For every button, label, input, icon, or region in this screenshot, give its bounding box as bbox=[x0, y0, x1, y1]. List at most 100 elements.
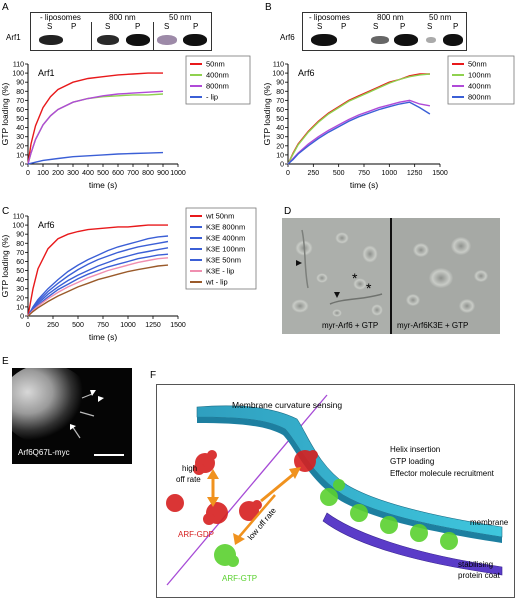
schematic-note: Helix insertion bbox=[390, 445, 441, 454]
panel-letter-b: B bbox=[265, 2, 272, 13]
blot-sub: P bbox=[135, 22, 141, 31]
schematic-drawing bbox=[166, 394, 503, 586]
panel-letter-a: A bbox=[2, 2, 9, 13]
legend-label: 400nm bbox=[206, 71, 229, 80]
schematic-note: Effector molecule recruitment bbox=[390, 469, 494, 478]
micrograph-texture bbox=[391, 218, 500, 334]
chart-title: Arf1 bbox=[38, 68, 55, 78]
blot-band bbox=[157, 35, 177, 45]
blot-band bbox=[126, 34, 150, 46]
blot-band bbox=[39, 35, 63, 45]
x-tick-label: 500 bbox=[72, 322, 84, 329]
y-tick-label: 40 bbox=[276, 125, 284, 132]
blot-band bbox=[311, 34, 337, 46]
legend-label: K3E 100nm bbox=[206, 245, 245, 254]
series-line bbox=[27, 247, 169, 317]
x-axis-title: time (s) bbox=[350, 180, 379, 190]
y-tick-label: 110 bbox=[13, 62, 24, 69]
y-tick-label: 100 bbox=[272, 71, 284, 78]
legend-label: 100nm bbox=[468, 71, 491, 80]
blot-protein-label: Arf6 bbox=[280, 33, 295, 42]
chart-title: Arf6 bbox=[298, 68, 315, 78]
coat-label: protein coat bbox=[458, 571, 500, 580]
legend-label: K3E 400nm bbox=[206, 234, 245, 243]
x-axis-title: time (s) bbox=[89, 332, 118, 342]
legend-label: K3E 800nm bbox=[206, 223, 245, 232]
y-tick-label: 60 bbox=[16, 107, 24, 114]
panel-letter-d: D bbox=[284, 206, 292, 217]
blot-sub: S bbox=[373, 22, 379, 31]
x-tick-label: 300 bbox=[67, 170, 79, 177]
arf-gtp-label: ARF-GTP bbox=[222, 574, 258, 583]
blot-divider bbox=[91, 22, 92, 50]
blot-sub: S bbox=[164, 22, 170, 31]
legend-label: 50nm bbox=[468, 60, 487, 69]
blot-header: - liposomes bbox=[40, 13, 81, 22]
series-line bbox=[27, 72, 163, 165]
y-tick-label: 70 bbox=[276, 98, 284, 105]
y-tick-label: 0 bbox=[20, 314, 24, 321]
x-tick-label: 0 bbox=[26, 170, 30, 177]
blot-sub: S bbox=[317, 22, 323, 31]
legend-label: wt - lip bbox=[205, 278, 228, 287]
x-tick-label: 0 bbox=[26, 322, 30, 329]
blot-sub: P bbox=[341, 22, 347, 31]
asterisk-marker: * bbox=[352, 270, 358, 286]
y-tick-label: 50 bbox=[276, 116, 284, 123]
legend-label: 800nm bbox=[206, 82, 229, 91]
coat-label: stabilising bbox=[458, 560, 494, 569]
x-axis-title: time (s) bbox=[89, 180, 118, 190]
blot-sub: S bbox=[427, 22, 433, 31]
y-tick-label: 60 bbox=[276, 107, 284, 114]
x-tick-label: 1000 bbox=[170, 170, 186, 177]
x-tick-label: 1250 bbox=[407, 170, 423, 177]
series-line bbox=[287, 73, 430, 165]
y-tick-label: 80 bbox=[16, 89, 24, 96]
y-tick-label: 20 bbox=[16, 295, 24, 302]
y-tick-label: 50 bbox=[16, 116, 24, 123]
blot-band bbox=[371, 36, 389, 44]
y-tick-label: 30 bbox=[276, 134, 284, 141]
x-tick-label: 1250 bbox=[145, 322, 161, 329]
series-line bbox=[287, 73, 430, 165]
series-line bbox=[27, 253, 169, 317]
axis-line bbox=[287, 64, 440, 165]
blot-header: 800 nm bbox=[109, 13, 136, 22]
y-tick-label: 90 bbox=[16, 80, 24, 87]
x-tick-label: 1500 bbox=[432, 170, 448, 177]
y-tick-label: 10 bbox=[16, 304, 24, 311]
blot-header: - liposomes bbox=[309, 13, 350, 22]
y-tick-label: 20 bbox=[16, 143, 24, 150]
legend-label: wt 50nm bbox=[205, 212, 234, 221]
micrograph-divider bbox=[390, 218, 392, 334]
series-line bbox=[27, 90, 164, 165]
x-tick-label: 750 bbox=[97, 322, 109, 329]
arf-gdp-label: ARF-GDP bbox=[178, 530, 214, 539]
y-tick-label: 40 bbox=[16, 277, 24, 284]
blot-header: 800 nm bbox=[377, 13, 404, 22]
x-tick-label: 1000 bbox=[120, 322, 136, 329]
blot-band bbox=[443, 34, 463, 46]
series-line bbox=[27, 240, 169, 317]
high-off-rate-label: high bbox=[182, 464, 198, 473]
y-tick-label: 90 bbox=[16, 232, 24, 239]
blot-band bbox=[97, 35, 119, 45]
x-tick-label: 700 bbox=[127, 170, 139, 177]
series-line bbox=[27, 257, 169, 317]
micrograph-caption: myr-Arf6K3E + GTP bbox=[397, 321, 469, 330]
y-tick-label: 70 bbox=[16, 250, 24, 257]
x-tick-label: 500 bbox=[97, 170, 109, 177]
blot-sub: S bbox=[47, 22, 53, 31]
blot-band bbox=[394, 34, 418, 46]
blot-sub: P bbox=[400, 22, 406, 31]
blot-sub: P bbox=[193, 22, 199, 31]
x-tick-label: 200 bbox=[52, 170, 64, 177]
blot-sub: P bbox=[453, 22, 459, 31]
legend-label: K3E 50nm bbox=[206, 256, 241, 265]
fluorescence-image bbox=[12, 368, 132, 464]
y-tick-label: 70 bbox=[16, 98, 24, 105]
y-tick-label: 40 bbox=[16, 125, 24, 132]
x-tick-label: 1500 bbox=[170, 322, 186, 329]
series-line bbox=[287, 99, 431, 165]
